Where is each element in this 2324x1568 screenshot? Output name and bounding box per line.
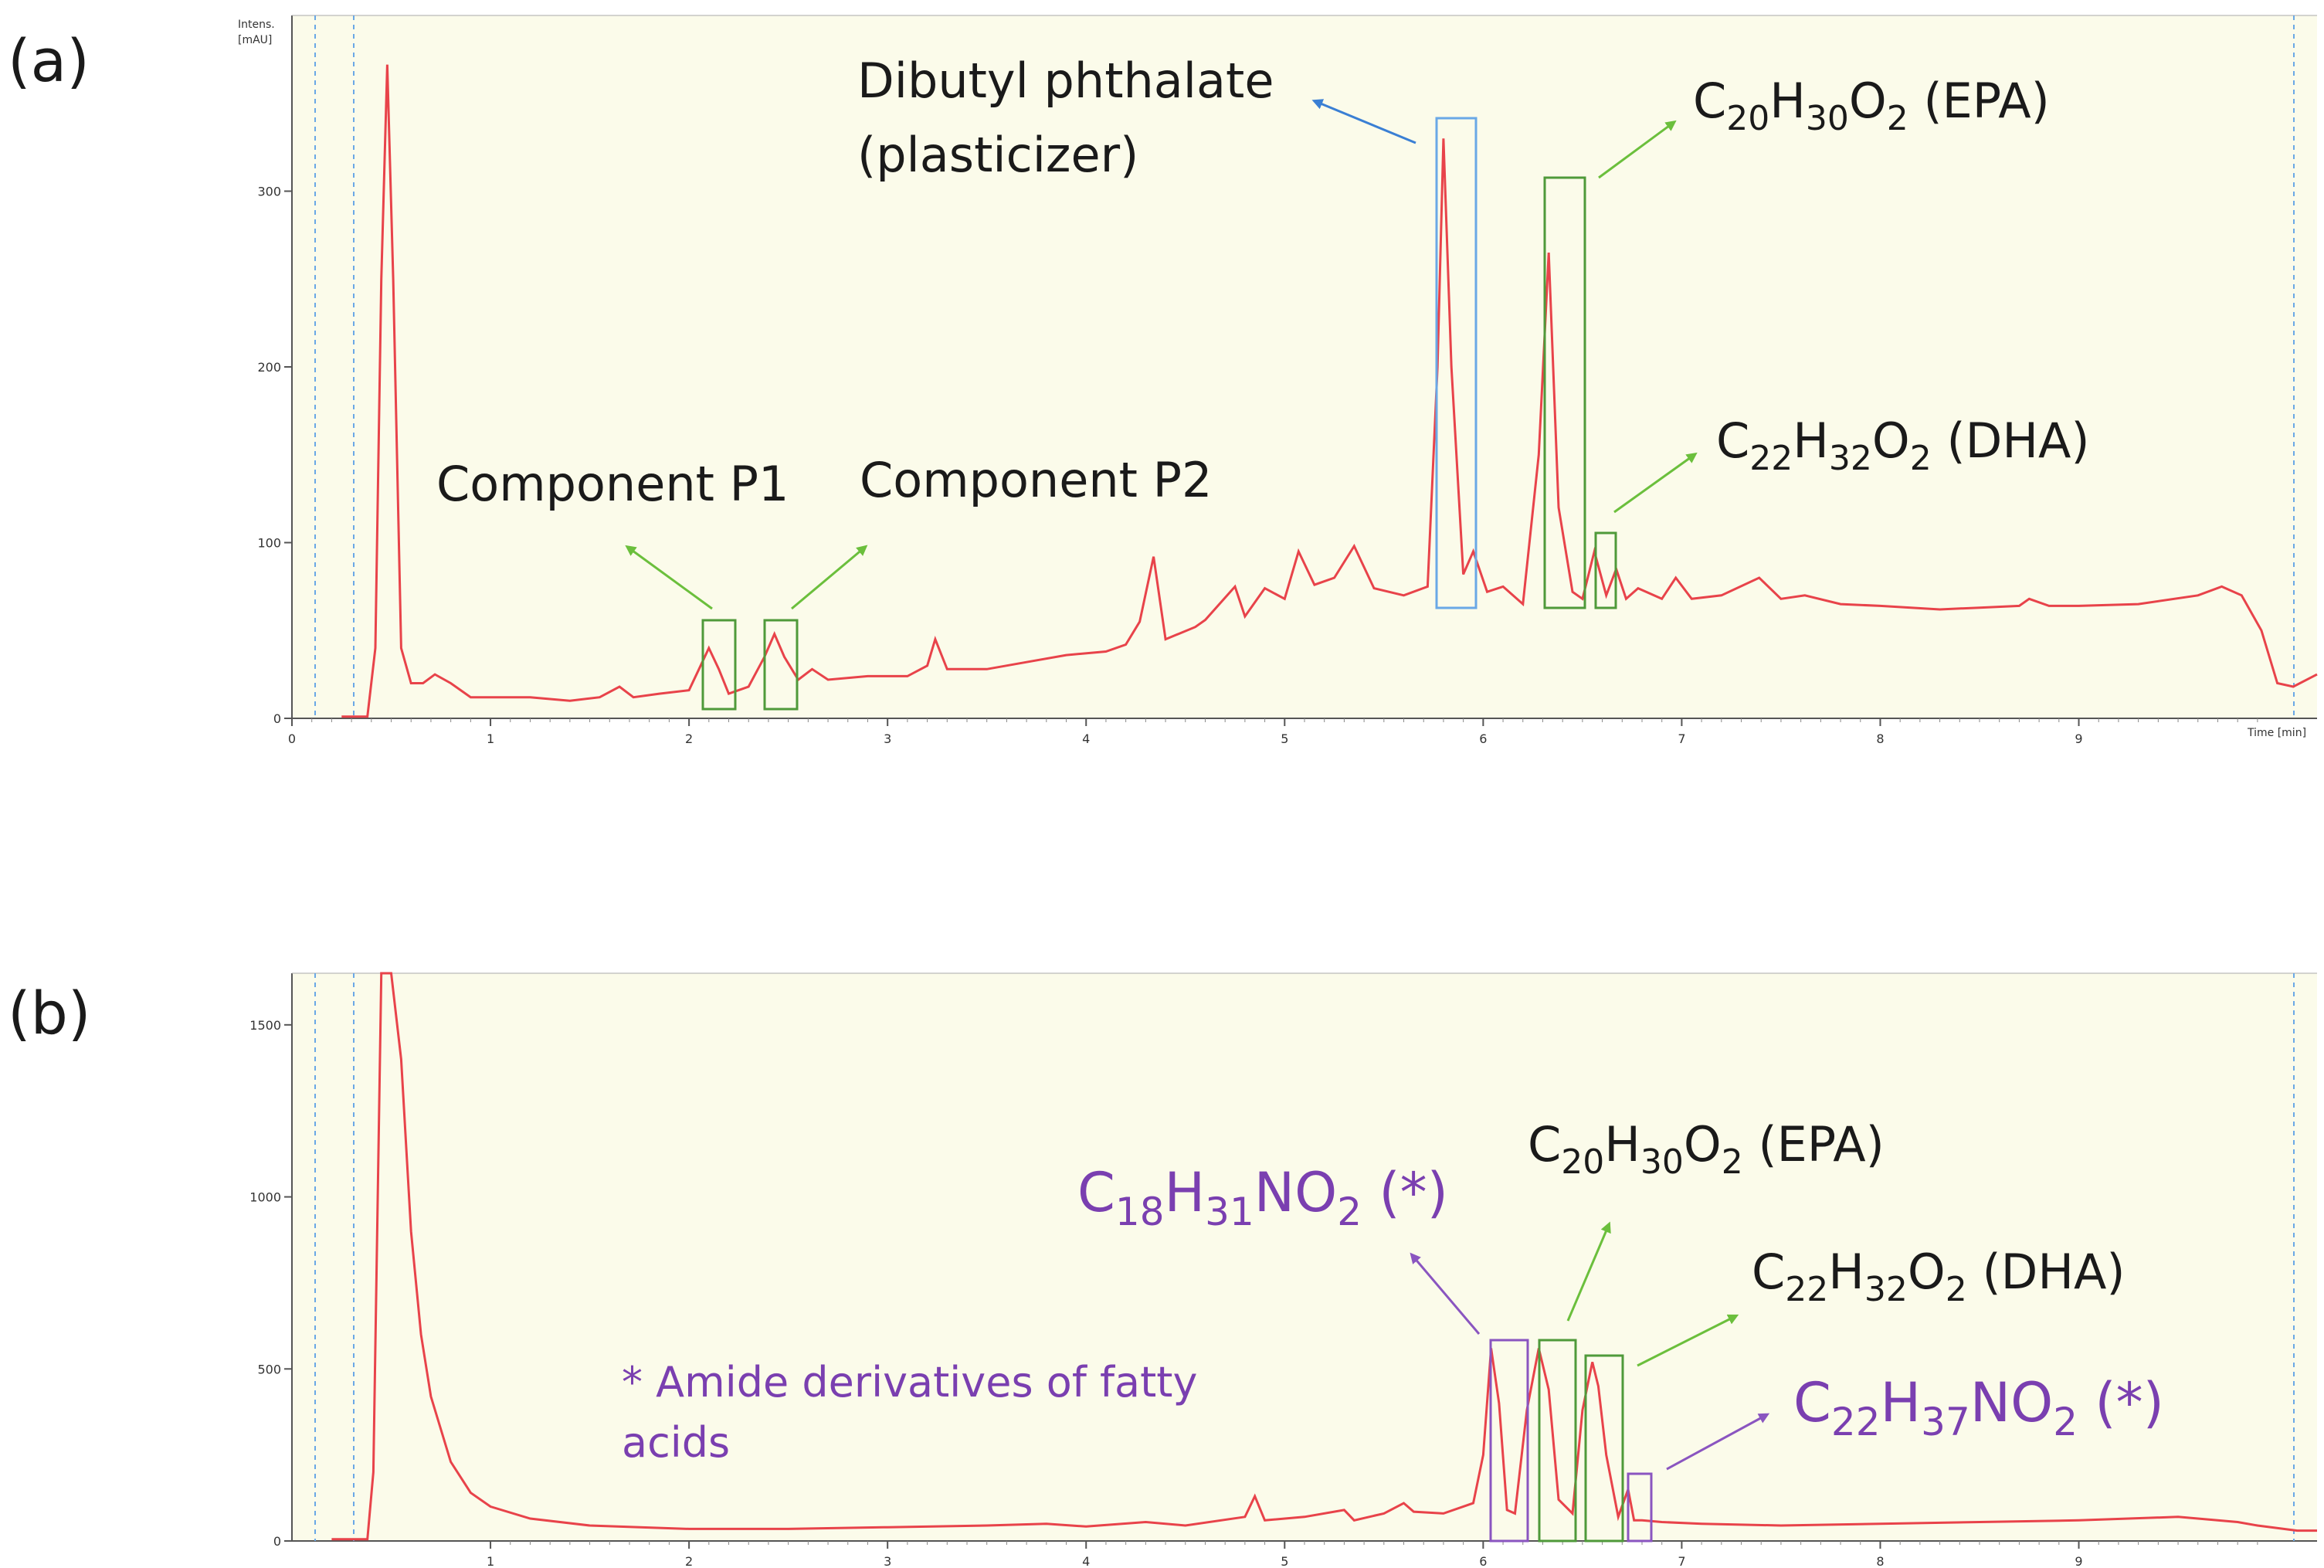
box-epa-a	[1543, 176, 1586, 609]
x-tick-label: 4	[1082, 1554, 1090, 1568]
x-tick-label: 9	[2075, 731, 2082, 746]
panel-a-label: (a)	[8, 26, 90, 95]
y-tick-label: 1000	[249, 1190, 281, 1205]
y-tick-label: 1500	[249, 1018, 281, 1033]
arrow-c22-amide	[1666, 1413, 1770, 1471]
y-tick-label: 300	[257, 185, 281, 199]
x-tick-label: 8	[1876, 731, 1884, 746]
arrow-epa-a	[1598, 120, 1677, 179]
box-dha-a	[1594, 531, 1617, 609]
arrow-dha-b	[1637, 1314, 1739, 1367]
label-dbp-line2: (plasticizer)	[857, 127, 1138, 183]
y-tick-label: 0	[273, 711, 281, 726]
label-component-p1: Component P1	[436, 456, 789, 512]
y-axis-title-a: Intens.	[238, 19, 275, 31]
box-component-p1	[701, 619, 737, 711]
label-c18-amide: C18H31NO2 (*)	[1077, 1161, 1448, 1234]
box-c18-amide	[1489, 1339, 1529, 1543]
x-tick-label: 2	[685, 731, 693, 746]
y-axis-unit-a: [mAU]	[238, 34, 272, 46]
y-tick-label: 100	[257, 536, 281, 551]
x-tick-label: 5	[1281, 731, 1288, 746]
box-c22-amide	[1627, 1472, 1653, 1543]
y-tick-label: 200	[257, 360, 281, 375]
plot-area-a	[292, 15, 2317, 718]
x-tick-label: 6	[1479, 731, 1487, 746]
chromatogram-b: 1 2 3 4 5 6 7 8 9 0 500 1000 1500	[249, 972, 2317, 1568]
x-tick-label: 7	[1678, 731, 1685, 746]
x-tick-label: 5	[1281, 1554, 1288, 1568]
x-tick-label: 0	[288, 731, 296, 746]
arrow-epa-b	[1566, 1221, 1611, 1322]
arrow-dha-a	[1613, 452, 1698, 514]
label-epa-a: C20H30O2 (EPA)	[1693, 73, 2050, 138]
box-epa-b	[1538, 1339, 1577, 1543]
arrow-p1	[625, 545, 713, 610]
trace-a	[341, 64, 2318, 718]
label-dha-b: C22H32O2 (DHA)	[1752, 1244, 2126, 1309]
y-tick-label: 0	[273, 1534, 281, 1549]
note-amide-line1: * Amide derivatives of fatty	[622, 1358, 1197, 1407]
x-tick-label: 6	[1479, 1554, 1487, 1568]
arrow-c18-amide	[1410, 1252, 1481, 1335]
x-tick-label: 3	[884, 731, 891, 746]
arrow-p2	[791, 545, 868, 610]
x-tick-label: 4	[1082, 731, 1090, 746]
box-dha-b	[1584, 1354, 1624, 1543]
arrow-dbp	[1311, 99, 1416, 144]
label-epa-b: C20H30O2 (EPA)	[1528, 1116, 1885, 1182]
x-tick-label: 7	[1678, 1554, 1685, 1568]
note-amide-line2: acids	[622, 1418, 730, 1467]
box-dibutyl-phthalate	[1435, 117, 1478, 609]
label-component-p2: Component P2	[860, 452, 1213, 508]
label-c22-amide: C22H37NO2 (*)	[1793, 1371, 2164, 1444]
x-tick-label: 1	[487, 731, 494, 746]
x-tick-label: 2	[685, 1554, 693, 1568]
label-dbp-line1: Dibutyl phthalate	[857, 53, 1274, 109]
axes-b: 1 2 3 4 5 6 7 8 9 0 500 1000 1500	[249, 972, 2317, 1568]
plot-area-b	[292, 973, 2317, 1541]
axes-a: 0 1 2 3 4 5 6 7 8 9 0 100 200 300	[257, 15, 2317, 746]
panel-b-label: (b)	[8, 979, 91, 1047]
label-dha-a: C22H32O2 (DHA)	[1716, 412, 2090, 478]
y-tick-label: 500	[257, 1362, 281, 1376]
x-tick-label: 1	[487, 1554, 494, 1568]
x-axis-title-a: Time [min]	[2247, 727, 2306, 739]
x-tick-label: 8	[1876, 1554, 1884, 1568]
box-component-p2	[763, 619, 799, 711]
chromatogram-a: 0 1 2 3 4 5 6 7 8 9 0 100 200 300 Intens. [mAU] Time …	[238, 15, 2318, 746]
trace-b	[331, 972, 2317, 1541]
x-tick-label: 3	[884, 1554, 891, 1568]
x-tick-label: 9	[2075, 1554, 2082, 1568]
